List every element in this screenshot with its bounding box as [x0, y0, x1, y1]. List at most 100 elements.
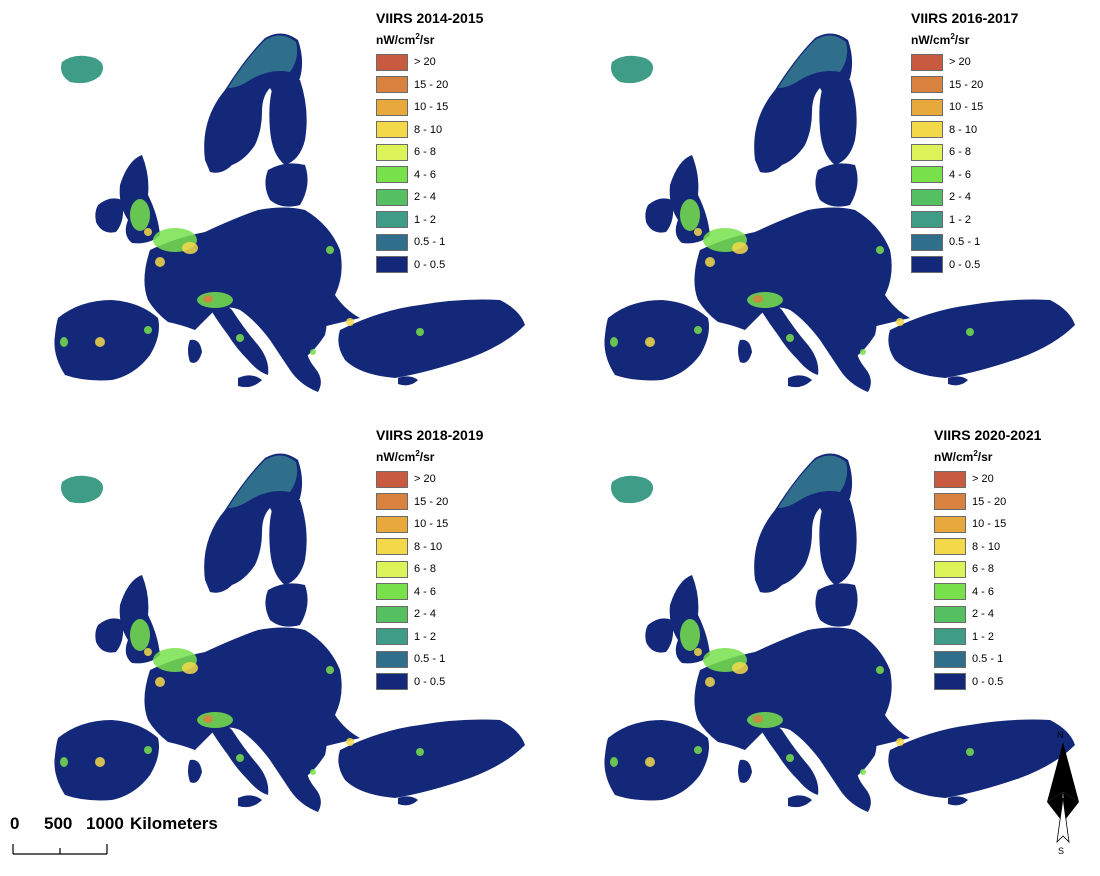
legend-rows: > 20 15 - 20 10 - 15 8 - 10 6 - 8 4 - 6 2 - 4 1…: [911, 51, 1018, 276]
legend-swatch: [376, 515, 408, 533]
legend-swatch: [911, 76, 943, 94]
legend-swatch: [376, 583, 408, 601]
legend-swatch: [911, 143, 943, 161]
barcelona-glow: [144, 746, 152, 754]
lapland-shape: [228, 455, 298, 508]
ankara-glow: [416, 748, 424, 756]
barcelona-glow: [694, 326, 702, 334]
legend-swatch: [934, 538, 966, 556]
legend-swatch: [376, 493, 408, 511]
england-glow: [130, 199, 150, 231]
legend-swatch: [376, 605, 408, 623]
paris-glow: [705, 677, 715, 687]
po-valley-glow: [197, 712, 233, 728]
legend-label: 0 - 0.5: [949, 258, 981, 271]
istanbul-glow: [896, 738, 904, 746]
legend-item: 8 - 10: [376, 536, 483, 559]
london-glow: [144, 648, 152, 656]
iberia-shape: [54, 720, 159, 801]
legend-swatch: [911, 211, 943, 229]
anatolia-shape: [888, 299, 1075, 378]
legend-label: 2 - 4: [949, 191, 972, 204]
legend-label: 6 - 8: [414, 563, 437, 576]
legend-item: 0.5 - 1: [376, 231, 483, 254]
ruhr-glow: [732, 242, 748, 254]
europe-map: [54, 33, 525, 392]
compass-icon: [1047, 742, 1079, 844]
mainland-shape: [694, 627, 910, 812]
ruhr-glow: [732, 662, 748, 674]
legend-label: 2 - 4: [972, 608, 995, 621]
legend-swatch: [376, 121, 408, 139]
legend-label: > 20: [414, 56, 436, 69]
paris-glow: [155, 257, 165, 267]
legend: VIIRS 2020-2021 nW/cm2/sr > 20 15 - 20 10 …: [934, 427, 1041, 693]
legend-item: 1 - 2: [934, 626, 1041, 649]
legend-rows: > 20 15 - 20 10 - 15 8 - 10 6 - 8 4 - 6 2 - 4 1…: [376, 51, 483, 276]
mainland-shape: [144, 207, 360, 392]
legend-swatch: [911, 256, 943, 274]
scale-label-1000: 1000: [86, 814, 124, 833]
scale-label-0: 0: [10, 814, 20, 833]
england-glow: [680, 199, 700, 231]
legend-swatch: [911, 233, 943, 251]
lapland-shape: [778, 35, 848, 88]
legend-label: 1 - 2: [972, 630, 995, 643]
legend-swatch: [376, 560, 408, 578]
iceland-shape: [611, 475, 654, 504]
balkans-shape: [820, 715, 877, 780]
legend-label: 4 - 6: [972, 585, 995, 598]
sardinia-shape: [188, 339, 202, 363]
legend-item: 8 - 10: [376, 119, 483, 142]
legend-swatch: [934, 493, 966, 511]
ruhr-glow: [182, 242, 198, 254]
legend-swatch: [934, 583, 966, 601]
legend-swatch: [934, 628, 966, 646]
lisbon-glow: [60, 757, 68, 767]
panel-title: VIIRS 2020-2021: [934, 427, 1042, 443]
legend-label: 4 - 6: [414, 585, 437, 598]
legend-label: 8 - 10: [414, 540, 443, 553]
paris-glow: [705, 257, 715, 267]
legend-swatch: [911, 53, 943, 71]
mainland-shape: [144, 627, 360, 812]
map-panel-2: VIIRS 2016-2017 nW/cm2/sr > 20 15 - 20 10 …: [550, 0, 1100, 420]
europe-map: [604, 453, 1075, 812]
sicily-shape: [238, 795, 262, 808]
legend-item: 10 - 15: [934, 513, 1041, 536]
legend-label: 0 - 0.5: [972, 675, 1004, 688]
balkans-shape: [270, 715, 327, 780]
south-label: S: [1058, 846, 1065, 856]
legend-item: 6 - 8: [376, 141, 483, 164]
sicily-shape: [788, 795, 812, 808]
legend-label: 8 - 10: [972, 540, 1001, 553]
anatolia-shape: [338, 719, 525, 798]
madrid-glow: [95, 757, 105, 767]
sardinia-shape: [738, 339, 752, 363]
scale-bar-labels: 0 500 1000 Kilometers: [10, 814, 218, 834]
legend-swatch: [376, 188, 408, 206]
panel-title: VIIRS 2018-2019: [376, 427, 484, 443]
legend-item: 6 - 8: [911, 141, 1018, 164]
lisbon-glow: [610, 757, 618, 767]
anatolia-shape: [888, 719, 1075, 798]
rome-glow: [786, 334, 794, 342]
legend-label: 8 - 10: [414, 123, 443, 136]
legend-swatch: [376, 211, 408, 229]
istanbul-glow: [346, 738, 354, 746]
legend-units: nW/cm2/sr: [376, 32, 435, 47]
barcelona-glow: [694, 746, 702, 754]
paris-glow: [155, 677, 165, 687]
map-panel-3: VIIRS 2018-2019 nW/cm2/sr > 20 15 - 20 10 …: [0, 420, 550, 840]
cyprus-shape: [398, 376, 418, 386]
legend-item: 4 - 6: [911, 164, 1018, 187]
legend-label: 6 - 8: [972, 563, 995, 576]
legend-label: 0 - 0.5: [414, 258, 446, 271]
milan-glow: [203, 295, 213, 303]
legend-swatch: [376, 538, 408, 556]
legend-label: > 20: [972, 473, 994, 486]
baltics-shape: [265, 163, 308, 207]
legend-item: 6 - 8: [376, 558, 483, 581]
milan-glow: [753, 295, 763, 303]
legend-label: 0.5 - 1: [414, 653, 446, 666]
